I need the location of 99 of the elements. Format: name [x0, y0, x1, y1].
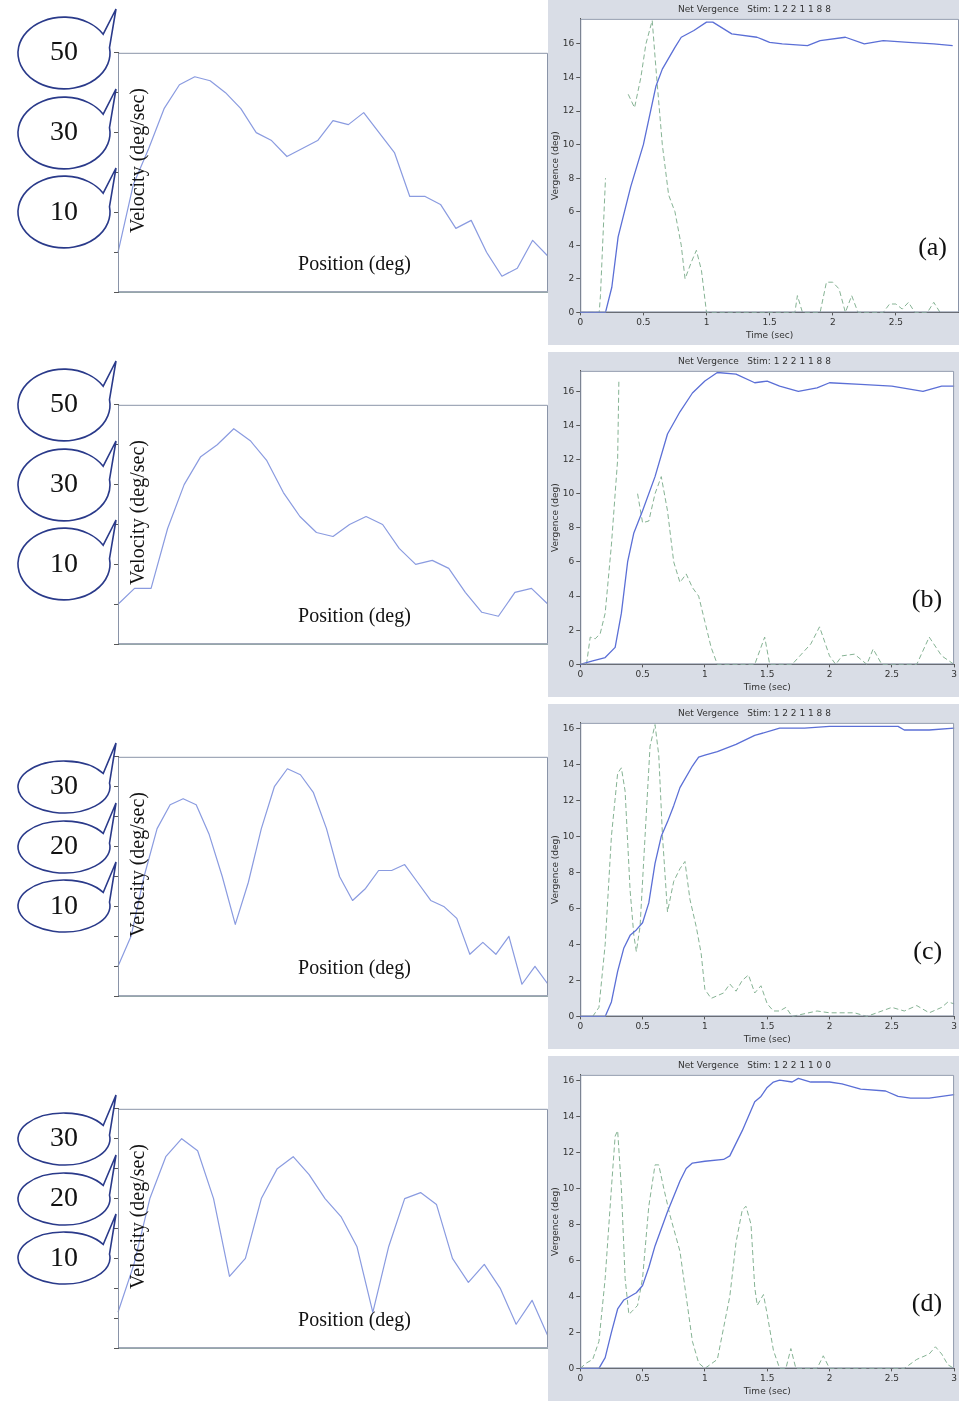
y-tick-label: 16: [562, 722, 575, 733]
y-axis-title: Vergence (deg): [549, 483, 560, 553]
y-axis-title: Velocity (deg/sec): [126, 88, 149, 234]
y-tick-label: 14: [562, 71, 575, 82]
y-tick-label: 10: [562, 1182, 575, 1193]
x-tick-label: 2.5: [888, 317, 904, 328]
y-tick-label: 12: [562, 1146, 575, 1157]
x-tick-label: 1.5: [762, 317, 777, 328]
annotation: (a): [918, 231, 947, 261]
x-tick-label: 1.5: [760, 1021, 775, 1032]
x-tick-label: 0.5: [636, 317, 651, 328]
x-tick-label: 2: [829, 317, 836, 328]
y-tick-label: 0: [568, 306, 575, 317]
x-axis-title: Position (deg): [298, 1308, 411, 1332]
chart-title: Net Vergence Stim: 1 2 2 1 1 8 8: [678, 707, 832, 718]
x-tick-label: 2.5: [884, 1373, 899, 1384]
y-tick-label: 16: [562, 385, 575, 396]
chart-title: Net Vergence Stim: 1 2 2 1 1 0 0: [678, 1059, 832, 1070]
y-tick-label: 30: [50, 1121, 78, 1153]
x-tick-label: 1: [702, 1021, 708, 1032]
y-tick-label: 4: [568, 239, 575, 250]
y-axis-title: Vergence (deg): [549, 1187, 560, 1257]
y-tick-label: 14: [562, 1110, 575, 1121]
y-tick-label: 10: [50, 888, 78, 920]
y-tick-label: 14: [562, 419, 575, 430]
x-tick-label: 0: [577, 317, 584, 328]
y-tick-label: 6: [568, 556, 575, 567]
y-tick-label: 30: [50, 466, 78, 498]
y-tick-label: 2: [568, 273, 575, 284]
x-tick-label: 0.5: [635, 1021, 650, 1032]
y-tick-label: 50: [50, 387, 78, 419]
x-tick-label: 0: [577, 1021, 584, 1032]
y-tick-label: 6: [568, 902, 575, 913]
y-tick-label: 20: [50, 1180, 78, 1212]
y-tick-label: 12: [562, 794, 575, 805]
x-tick-label: 2: [826, 669, 833, 680]
y-axis-title: Velocity (deg/sec): [126, 1144, 149, 1290]
y-tick-label: 0: [568, 1010, 575, 1021]
y-tick-label: 10: [562, 488, 575, 499]
annotation: (b): [911, 583, 943, 613]
x-tick-label: 1.5: [760, 669, 775, 680]
y-tick-label: 12: [562, 105, 575, 116]
x-tick-label: 1: [702, 1373, 708, 1384]
y-axis-title: Vergence (deg): [549, 131, 560, 201]
y-tick-label: 30: [50, 769, 78, 801]
x-tick-label: 1.5: [760, 1373, 775, 1384]
x-axis-title: Position (deg): [298, 956, 411, 980]
x-axis-title: Time (sec): [742, 681, 791, 692]
chart-title: Net Vergence Stim: 1 2 2 1 1 8 8: [678, 3, 832, 14]
y-tick-label: 10: [50, 194, 78, 226]
y-axis-title: Vergence (deg): [549, 835, 560, 905]
x-tick-label: 2: [826, 1021, 833, 1032]
x-axis-title: Time (sec): [742, 1033, 791, 1044]
y-tick-label: 8: [568, 172, 575, 183]
x-axis-title: Position (deg): [298, 252, 411, 276]
x-tick-label: 1: [702, 669, 708, 680]
y-tick-label: 10: [50, 1240, 78, 1272]
y-axis-title: Velocity (deg/sec): [126, 440, 149, 586]
x-tick-label: 0.5: [635, 1373, 650, 1384]
y-tick-label: 2: [568, 624, 575, 635]
y-tick-label: 50: [50, 35, 78, 67]
y-tick-label: 6: [568, 1254, 575, 1265]
y-tick-label: 16: [562, 38, 575, 49]
x-tick-label: 3: [951, 1021, 957, 1032]
y-tick-label: 4: [568, 590, 575, 601]
y-tick-label: 0: [568, 1362, 575, 1373]
chart-title: Net Vergence Stim: 1 2 2 1 1 8 8: [678, 355, 832, 366]
x-tick-label: 3: [951, 1373, 957, 1384]
y-tick-label: 30: [50, 114, 78, 146]
y-tick-label: 14: [562, 758, 575, 769]
y-tick-label: 8: [568, 522, 575, 533]
x-tick-label: 0.5: [635, 669, 650, 680]
x-axis-title: Time (sec): [742, 1385, 791, 1396]
annotation: (d): [911, 1287, 943, 1317]
y-tick-label: 8: [568, 866, 575, 877]
y-tick-label: 8: [568, 1218, 575, 1229]
x-tick-label: 3: [951, 669, 957, 680]
y-tick-label: 4: [568, 938, 575, 949]
x-axis-title: Time (sec): [745, 329, 794, 340]
x-tick-label: 2: [826, 1373, 833, 1384]
y-axis-title: Velocity (deg/sec): [126, 792, 149, 938]
y-tick-label: 10: [562, 138, 575, 149]
y-tick-label: 20: [50, 828, 78, 860]
x-axis-title: Position (deg): [298, 604, 411, 628]
y-tick-label: 0: [568, 658, 575, 669]
x-tick-label: 0: [577, 669, 584, 680]
y-tick-label: 12: [562, 453, 575, 464]
y-tick-label: 2: [568, 974, 575, 985]
x-tick-label: 2.5: [884, 1021, 899, 1032]
y-tick-label: 10: [562, 830, 575, 841]
y-tick-label: 16: [562, 1074, 575, 1085]
y-tick-label: 10: [50, 546, 78, 578]
x-tick-label: 2.5: [884, 669, 899, 680]
x-tick-label: 0: [577, 1373, 584, 1384]
annotation: (c): [913, 935, 943, 965]
y-tick-label: 6: [568, 206, 575, 217]
y-tick-label: 4: [568, 1290, 575, 1301]
y-tick-label: 2: [568, 1326, 575, 1337]
x-tick-label: 1: [703, 317, 710, 328]
